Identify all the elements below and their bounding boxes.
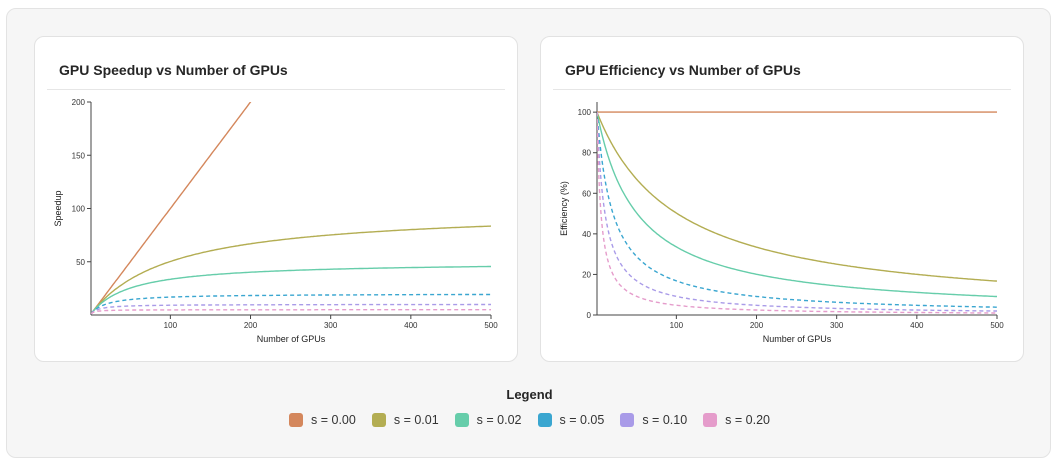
y-tick-label: 200 (72, 98, 86, 107)
x-tick-label: 300 (324, 321, 338, 330)
legend-item: s = 0.20 (703, 413, 770, 427)
y-axis-label: Speedup (53, 190, 63, 226)
efficiency-chart-card: GPU Efficiency vs Number of GPUs 0 20 40 60… (540, 36, 1024, 362)
x-tick-label: 400 (404, 321, 418, 330)
legend-swatch (371, 413, 386, 427)
legend-swatch (289, 413, 304, 427)
x-tick-label: 200 (750, 321, 764, 330)
y-tick-label: 60 (582, 189, 591, 198)
dashboard-panel: GPU Speedup vs Number of GPUs 50 100 150 20… (6, 8, 1051, 458)
x-tick-label: 200 (244, 321, 258, 330)
legend-swatch (703, 413, 718, 427)
y-tick-label: 0 (587, 311, 592, 320)
series-line-s-0-02 (597, 111, 997, 298)
legend-swatch (620, 413, 635, 427)
series-line-s-0-05 (597, 112, 997, 308)
y-tick-label: 100 (578, 108, 592, 117)
legend-swatch (454, 413, 469, 427)
y-tick-label: 100 (72, 205, 86, 214)
series-line-s-0-05 (91, 293, 491, 315)
legend-label: s = 0.05 (559, 413, 605, 427)
series-line-s-0-00 (91, 102, 252, 315)
x-tick-label: 400 (910, 321, 924, 330)
title-divider (47, 89, 505, 90)
speedup-chart-title: GPU Speedup vs Number of GPUs (59, 62, 288, 78)
speedup-chart: 50 100 150 200 100 200 300 400 500 Number of GPUs… (53, 98, 498, 344)
efficiency-chart-title: GPU Efficiency vs Number of GPUs (565, 62, 801, 78)
legend-item: s = 0.01 (371, 413, 439, 427)
x-tick-label: 500 (484, 321, 498, 330)
y-tick-label: 40 (582, 230, 591, 239)
series-line-s-0-20 (91, 309, 491, 315)
y-tick-label: 80 (582, 149, 591, 158)
efficiency-chart: 0 20 40 60 80 100 100 200 300 400 500 Number of GPU… (559, 102, 1004, 344)
x-tick-label: 100 (670, 321, 684, 330)
legend-label: s = 0.00 (311, 413, 356, 427)
legend-label: s = 0.20 (725, 413, 770, 427)
speedup-chart-card: GPU Speedup vs Number of GPUs 50 100 150 20… (34, 36, 518, 362)
legend-label: s = 0.02 (476, 413, 522, 427)
y-tick-label: 50 (76, 258, 85, 267)
x-axis-label: Number of GPUs (763, 334, 832, 344)
x-tick-label: 500 (990, 321, 1004, 330)
legend-item: s = 0.02 (454, 413, 522, 427)
legend-label: s = 0.10 (642, 413, 688, 427)
y-tick-label: 150 (72, 151, 86, 160)
series-line-s-0-20 (597, 112, 997, 314)
series-line-s-0-10 (91, 303, 491, 315)
x-axis-label: Number of GPUs (257, 334, 326, 344)
legend-item: s = 0.05 (537, 413, 605, 427)
y-tick-label: 20 (582, 270, 591, 279)
y-axis-label: Efficiency (%) (559, 181, 569, 236)
x-tick-label: 100 (164, 321, 178, 330)
legend-item: s = 0.00 (289, 413, 356, 427)
series-line-s-0-01 (597, 111, 998, 282)
legend: s = 0.00 s = 0.01 s = 0.02 s = 0.05 s = 0.10… (7, 413, 1052, 427)
legend-item: s = 0.10 (620, 413, 687, 427)
series-line-s-0-10 (597, 112, 997, 312)
series-line-s-0-02 (91, 265, 491, 315)
series-line-s-0-01 (91, 225, 492, 315)
legend-swatch (537, 413, 552, 427)
x-tick-label: 300 (830, 321, 844, 330)
title-divider (553, 89, 1011, 90)
legend-title: Legend (506, 387, 553, 402)
legend-label: s = 0.01 (393, 413, 439, 427)
